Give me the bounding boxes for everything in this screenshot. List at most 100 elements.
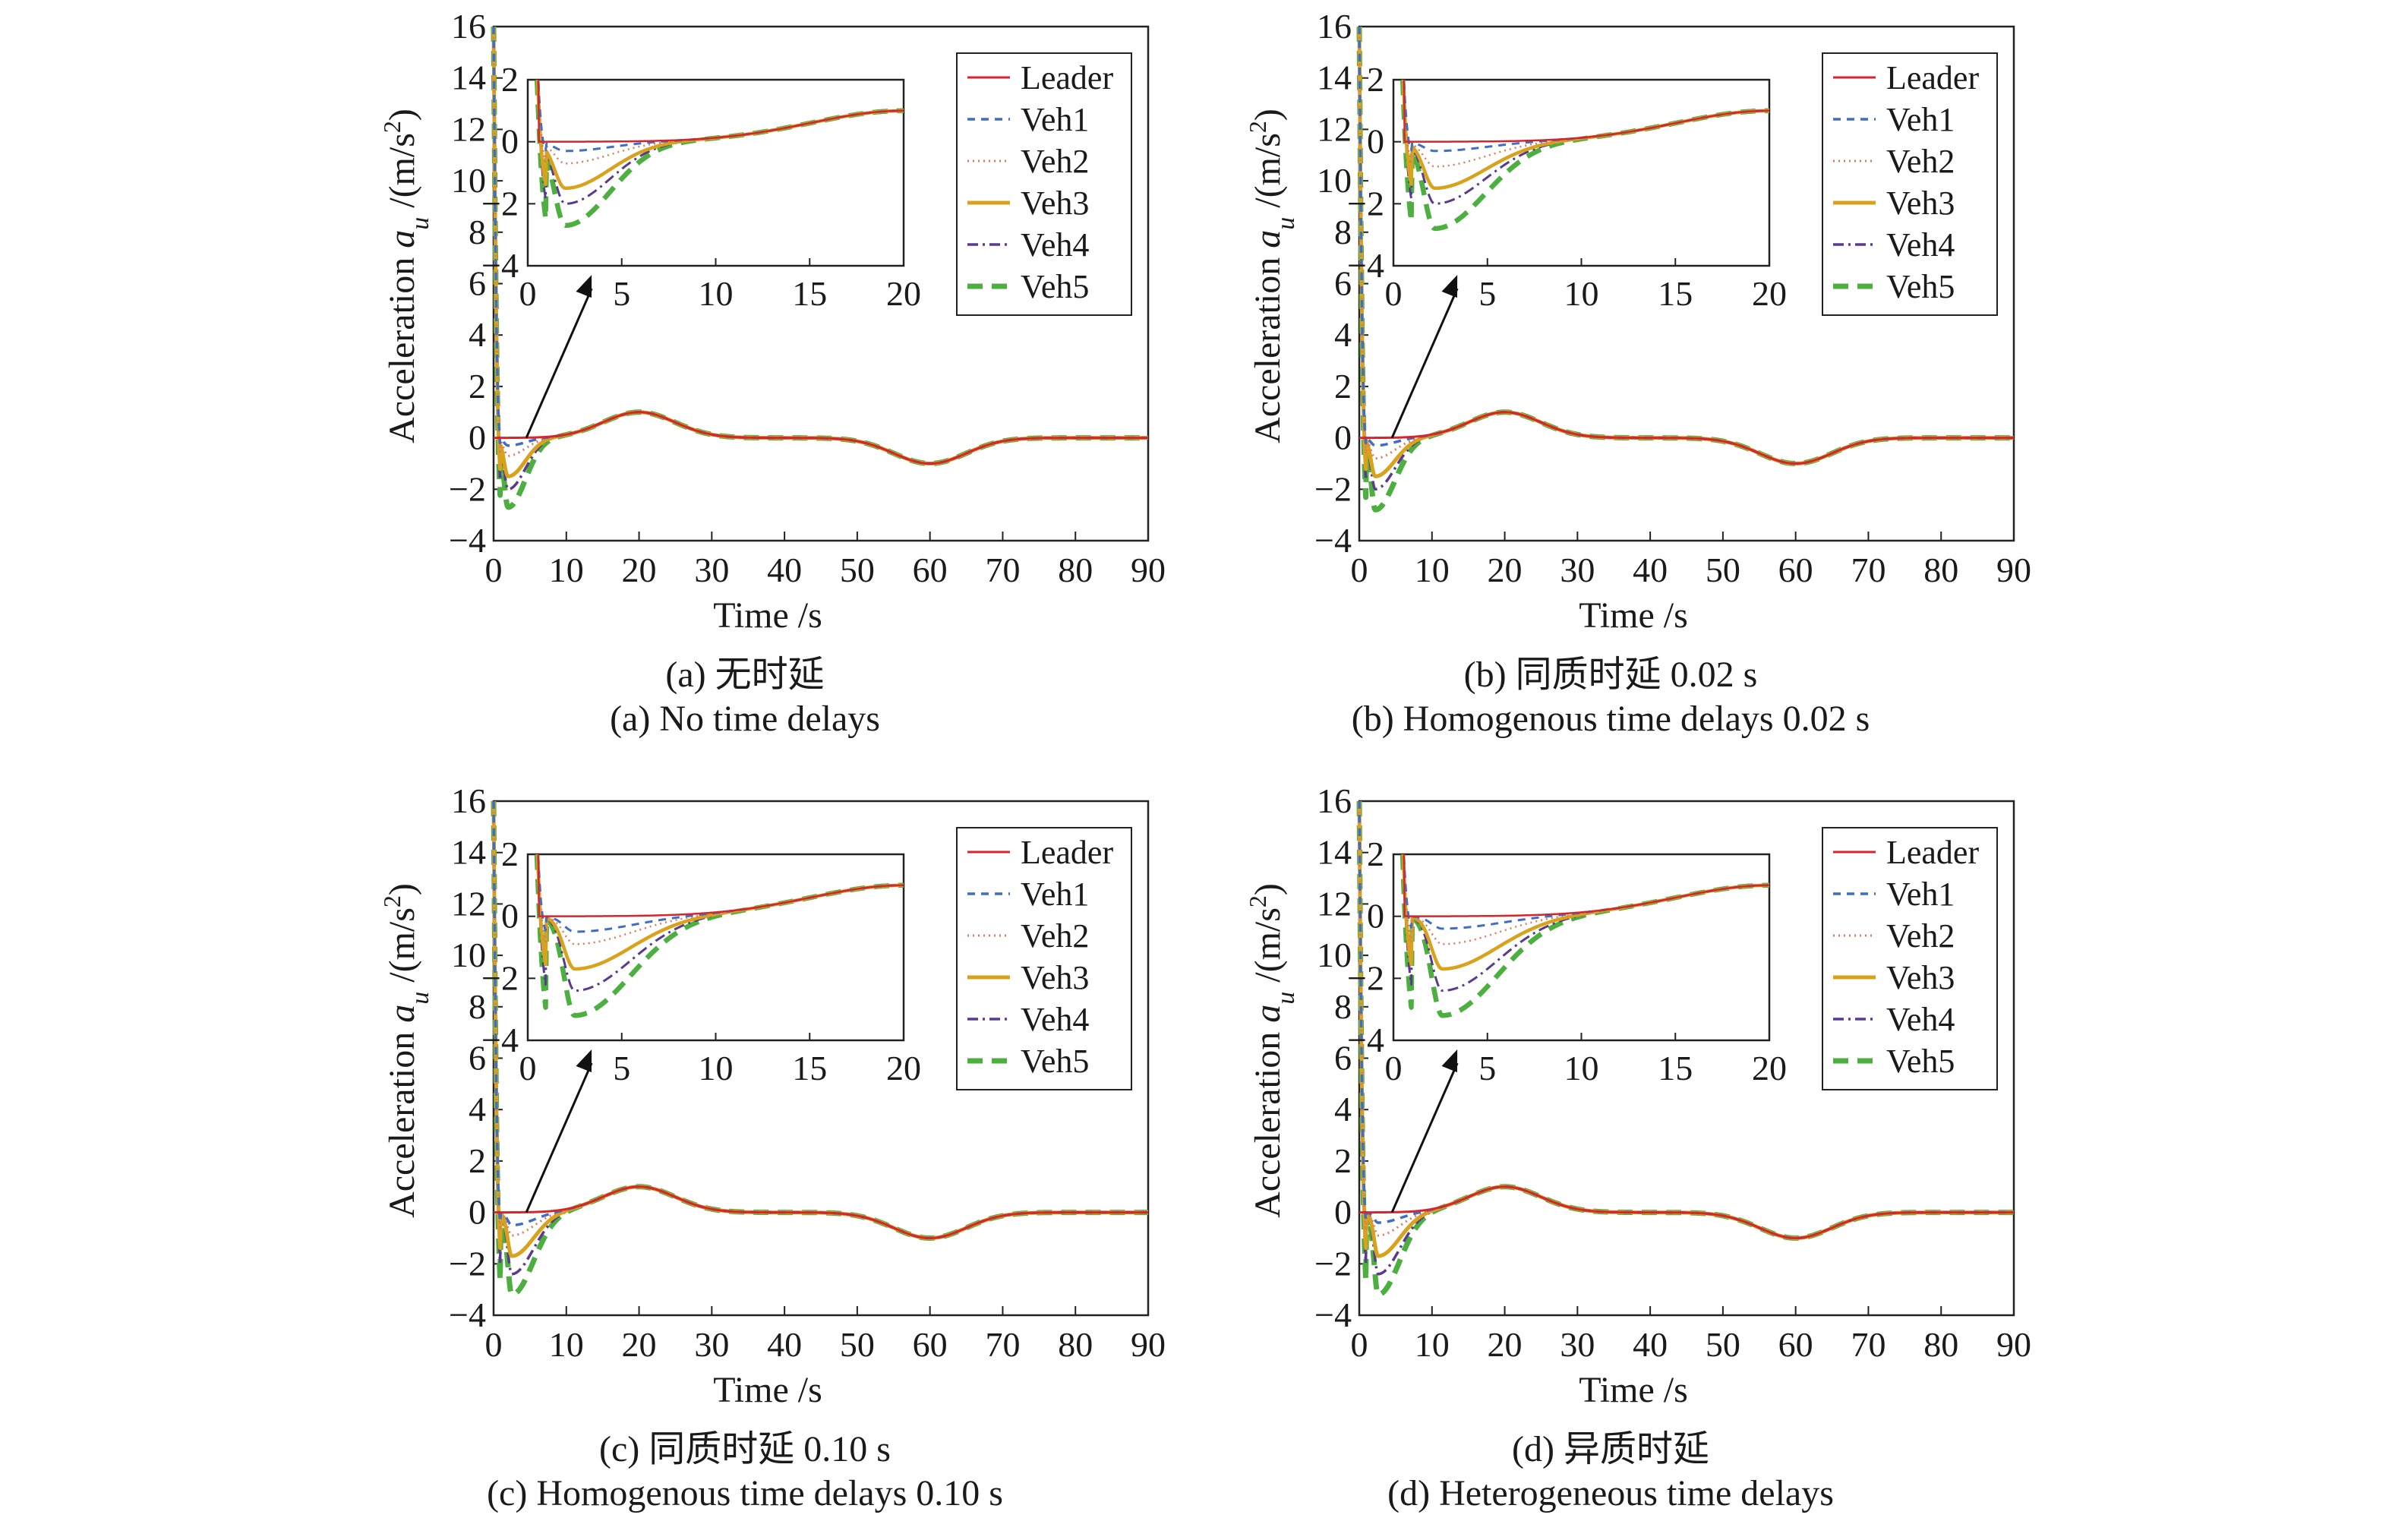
x-tick-label: 60 <box>913 551 948 589</box>
legend-label: Veh3 <box>1886 185 1955 222</box>
zoom-arrow <box>525 1062 593 1213</box>
x-tick-label: 70 <box>1851 551 1886 589</box>
y-tick-label: 12 <box>451 109 486 148</box>
x-tick-label: 50 <box>840 1325 875 1364</box>
x-tick-label: 80 <box>1923 1325 1958 1364</box>
caption-cn: (c) 同质时延 0.10 s <box>599 1429 891 1469</box>
y-tick-label: 8 <box>1334 213 1352 251</box>
inset-y-tick-label: −4 <box>481 1021 519 1059</box>
inset-y-tick-label: −2 <box>1347 184 1384 222</box>
inset-x-tick-label: 10 <box>699 274 734 313</box>
x-tick-label: 60 <box>913 1325 948 1364</box>
x-axis-label: Time /s <box>713 1370 822 1410</box>
inset-frame <box>1392 853 1771 1042</box>
x-tick-label: 10 <box>1415 1325 1450 1364</box>
inset-x-tick-label: 20 <box>886 1049 921 1087</box>
x-tick-label: 10 <box>549 1325 584 1364</box>
legend-label: Veh1 <box>1021 876 1089 913</box>
inset-line-leader <box>537 80 904 143</box>
zoom-arrow-head <box>576 275 592 298</box>
y-tick-label: 8 <box>469 987 486 1026</box>
series-line-leader <box>493 411 1149 465</box>
y-tick-label: 0 <box>469 418 486 457</box>
inset-frame <box>526 78 905 267</box>
inset-line-veh1 <box>1403 854 1769 930</box>
y-tick-label: 4 <box>1334 1090 1352 1128</box>
zoom-arrow <box>1390 1062 1459 1213</box>
series-line-leader <box>493 1185 1149 1239</box>
inset-frame <box>526 853 905 1042</box>
inset-line-leader <box>1403 80 1769 143</box>
x-axis-label: Time /s <box>713 595 822 636</box>
y-tick-label: −4 <box>1314 521 1352 560</box>
x-tick-label: 90 <box>1996 551 2031 589</box>
inset-y-tick-label: 0 <box>501 122 519 161</box>
legend-label: Veh3 <box>1021 959 1089 996</box>
x-tick-label: 30 <box>1560 551 1595 589</box>
legend-label: Veh4 <box>1886 1001 1955 1038</box>
y-tick-label: 10 <box>451 161 486 200</box>
x-tick-label: 0 <box>1351 551 1368 589</box>
y-tick-label: 0 <box>1334 418 1352 457</box>
legend-label: Veh5 <box>1886 268 1955 305</box>
inset-x-tick-label: 15 <box>1658 274 1693 313</box>
x-tick-label: 70 <box>1851 1325 1886 1364</box>
inset-x-tick-label: 0 <box>1385 1049 1403 1087</box>
y-tick-label: −4 <box>1314 1295 1352 1334</box>
legend-label: Veh1 <box>1021 101 1089 138</box>
inset-x-tick-label: 15 <box>792 274 827 313</box>
inset-y-tick-label: 0 <box>1367 122 1384 161</box>
inset-y-tick-label: 2 <box>501 60 519 99</box>
inset-y-tick-label: 2 <box>501 835 519 873</box>
legend-box <box>956 52 1132 316</box>
inset-x-tick-label: 10 <box>699 1049 734 1087</box>
x-tick-label: 30 <box>694 1325 729 1364</box>
x-tick-label: 50 <box>840 551 875 589</box>
x-tick-label: 40 <box>1633 1325 1668 1364</box>
x-tick-label: 20 <box>1488 1325 1523 1364</box>
inset-y-tick-label: −4 <box>481 246 519 285</box>
inset-series <box>535 80 904 229</box>
inset-x-tick-label: 15 <box>792 1049 827 1087</box>
x-tick-label: 20 <box>622 551 657 589</box>
inset-x-tick-label: 10 <box>1564 274 1599 313</box>
caption-cn: (a) 无时延 <box>665 655 824 695</box>
inset-series <box>1400 854 1769 1018</box>
y-tick-label: 2 <box>469 1141 486 1180</box>
inset-x-tick-label: 0 <box>1385 274 1403 313</box>
caption-cn: (b) 同质时延 0.02 s <box>1464 655 1758 695</box>
y-tick-label: 4 <box>469 1090 486 1128</box>
y-tick-label: 10 <box>1317 161 1352 200</box>
y-axis-label: Acceleration au /(m/s2) <box>378 109 434 443</box>
inset-series <box>534 854 904 1018</box>
y-tick-label: 14 <box>1317 833 1352 872</box>
x-tick-label: 90 <box>1131 551 1166 589</box>
x-tick-label: 60 <box>1778 1325 1813 1364</box>
inset-x-tick-label: 20 <box>1752 274 1787 313</box>
inset-y-tick-label: −2 <box>1347 958 1384 997</box>
inset-line-leader <box>537 854 904 917</box>
inset-y-tick-label: 0 <box>1367 897 1384 936</box>
y-tick-label: −2 <box>1314 469 1352 508</box>
y-tick-label: 14 <box>1317 58 1352 97</box>
inset-x-tick-label: 5 <box>613 1049 630 1087</box>
legend-label: Veh4 <box>1021 1001 1089 1038</box>
y-tick-label: 12 <box>1317 884 1352 923</box>
x-tick-label: 0 <box>1351 1325 1368 1364</box>
y-tick-label: −4 <box>449 521 486 560</box>
y-tick-label: 14 <box>451 833 486 872</box>
y-tick-label: 2 <box>1334 367 1352 406</box>
inset-x-tick-label: 5 <box>613 274 630 313</box>
inset-x-tick-label: 0 <box>519 274 537 313</box>
y-tick-label: 6 <box>469 1039 486 1078</box>
legend-label: Leader <box>1021 59 1113 96</box>
y-tick-label: 12 <box>1317 109 1352 148</box>
y-tick-label: −4 <box>449 1295 486 1334</box>
inset-y-tick-label: −4 <box>1347 246 1384 285</box>
zoom-arrow-head <box>576 1049 592 1073</box>
y-tick-label: 8 <box>469 213 486 251</box>
inset-x-tick-label: 5 <box>1478 1049 1496 1087</box>
legend-label: Veh2 <box>1021 143 1089 180</box>
